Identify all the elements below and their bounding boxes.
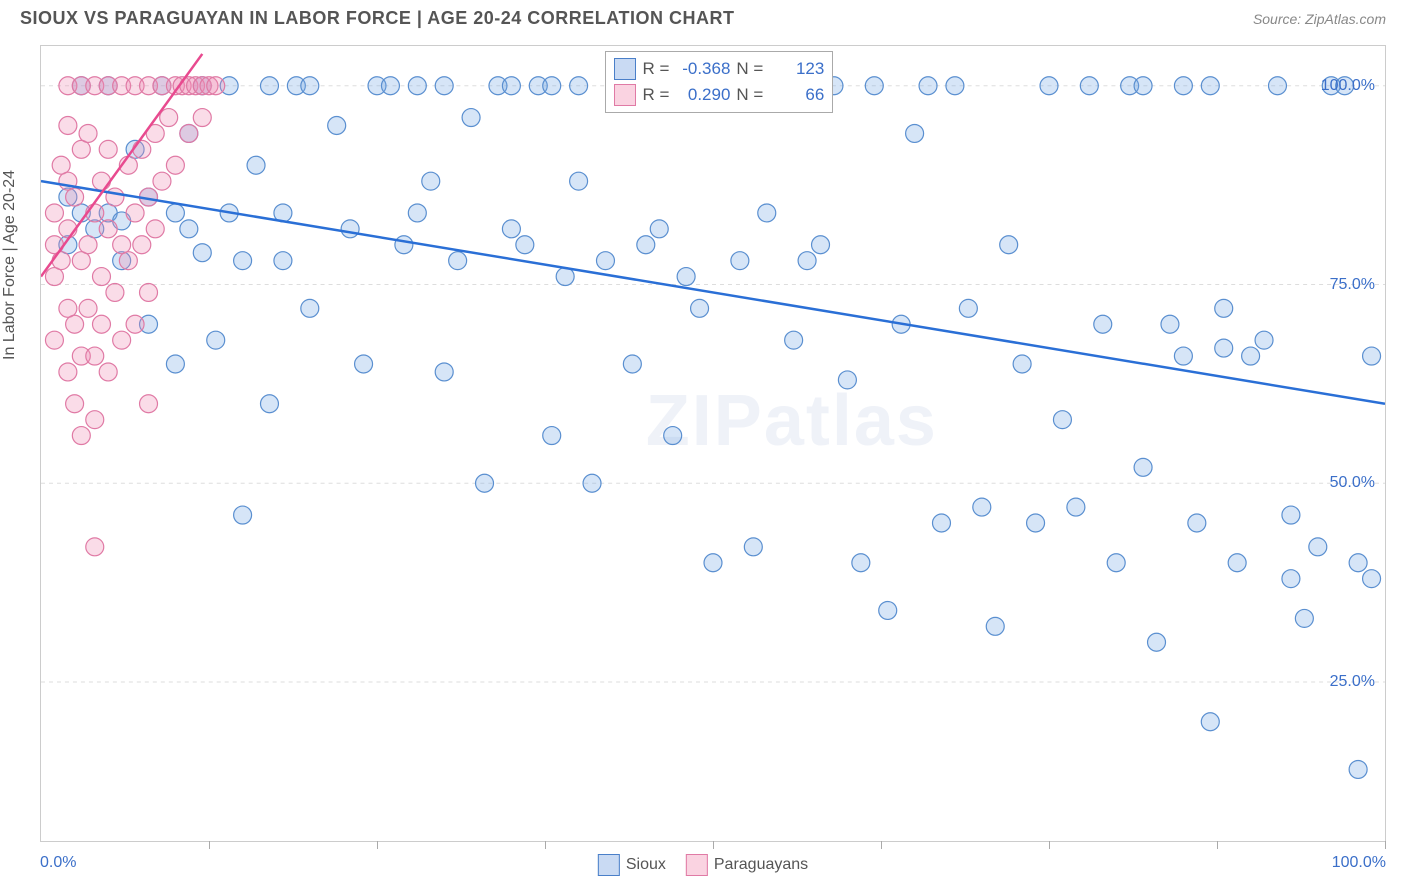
legend-label: Paraguayans	[714, 856, 808, 874]
x-tick-mark	[881, 841, 882, 849]
legend-item-sioux: Sioux	[598, 854, 666, 876]
x-tick-mark	[1385, 841, 1386, 849]
x-tick-label: 0.0%	[40, 854, 76, 872]
source-label: Source: ZipAtlas.com	[1253, 11, 1386, 27]
swatch-icon	[614, 84, 636, 106]
y-tick-label: 75.0%	[1330, 276, 1375, 294]
stat-n-value: 123	[769, 59, 824, 79]
y-tick-label: 50.0%	[1330, 474, 1375, 492]
swatch-icon	[598, 854, 620, 876]
y-axis-label: In Labor Force | Age 20-24	[1, 170, 19, 360]
stats-row-sioux: R = -0.368 N = 123	[614, 56, 824, 82]
x-tick-label: 100.0%	[1332, 854, 1386, 872]
stats-row-paraguayans: R = 0.290 N = 66	[614, 82, 824, 108]
x-tick-mark	[1049, 841, 1050, 849]
x-tick-mark	[209, 841, 210, 849]
legend: Sioux Paraguayans	[598, 854, 808, 876]
chart-area: ZIPatlas R = -0.368 N = 123 R = 0.290 N …	[40, 45, 1386, 842]
stat-r-label: R =	[642, 85, 669, 105]
chart-title: SIOUX VS PARAGUAYAN IN LABOR FORCE | AGE…	[20, 8, 734, 29]
legend-item-paraguayans: Paraguayans	[686, 854, 808, 876]
stat-n-value: 66	[769, 85, 824, 105]
header: SIOUX VS PARAGUAYAN IN LABOR FORCE | AGE…	[0, 0, 1406, 29]
stat-r-value: 0.290	[675, 85, 730, 105]
swatch-icon	[686, 854, 708, 876]
stats-box: R = -0.368 N = 123 R = 0.290 N = 66	[605, 51, 833, 113]
stat-r-value: -0.368	[675, 59, 730, 79]
y-tick-label: 25.0%	[1330, 673, 1375, 691]
x-tick-mark	[1217, 841, 1218, 849]
scatter-plot-svg	[41, 46, 1385, 841]
stat-n-label: N =	[736, 85, 763, 105]
y-tick-label: 100.0%	[1321, 77, 1375, 95]
swatch-icon	[614, 58, 636, 80]
x-tick-mark	[377, 841, 378, 849]
x-tick-mark	[545, 841, 546, 849]
legend-label: Sioux	[626, 856, 666, 874]
stat-r-label: R =	[642, 59, 669, 79]
x-tick-mark	[713, 841, 714, 849]
stat-n-label: N =	[736, 59, 763, 79]
